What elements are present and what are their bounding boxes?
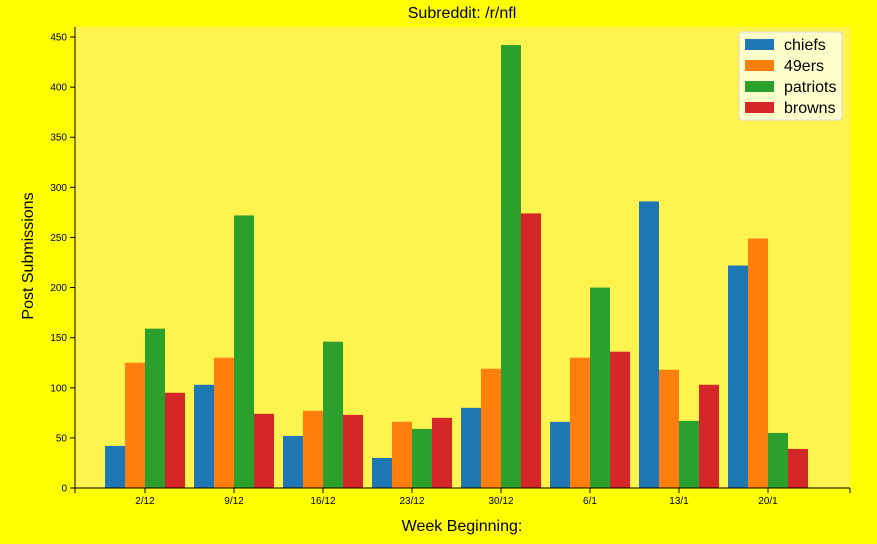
y-tick-label: 150 xyxy=(50,333,67,344)
bar-49ers-23-12 xyxy=(392,421,412,488)
y-axis: 0 50 100 150 200 250 300 350 400 450 xyxy=(50,27,76,495)
x-tick-label: 23/12 xyxy=(399,496,424,507)
x-tick-label: 13/1 xyxy=(669,496,689,507)
bar-chiefs-16-12 xyxy=(283,435,303,488)
legend-swatch-browns xyxy=(745,102,774,113)
bar-chiefs-2-12 xyxy=(105,445,125,488)
legend-label-browns: browns xyxy=(784,100,836,117)
y-tick-label: 250 xyxy=(50,233,67,244)
bar-patriots-30-12 xyxy=(501,45,521,489)
bar-browns-6-1 xyxy=(610,351,630,488)
y-tick-label: 450 xyxy=(50,33,67,44)
legend-swatch-chiefs xyxy=(745,39,774,50)
bar-49ers-2-12 xyxy=(125,362,145,488)
y-tick-label: 300 xyxy=(50,183,67,194)
bar-49ers-16-12 xyxy=(303,410,323,488)
bars-group xyxy=(105,45,808,489)
bar-49ers-13-1 xyxy=(659,369,679,488)
y-tick-label: 0 xyxy=(61,484,67,495)
legend: chiefs 49ers patriots browns xyxy=(738,31,843,121)
y-tick-label: 350 xyxy=(50,133,67,144)
bar-chiefs-20-1 xyxy=(728,265,748,488)
bar-chiefs-6-1 xyxy=(550,421,570,488)
bar-patriots-13-1 xyxy=(679,420,699,488)
bar-browns-2-12 xyxy=(165,392,185,488)
x-tick-label: 30/12 xyxy=(488,496,513,507)
bar-patriots-2-12 xyxy=(145,328,165,488)
legend-swatch-patriots xyxy=(745,81,774,92)
bar-patriots-9-12 xyxy=(234,215,254,488)
legend-box xyxy=(738,31,843,121)
x-tick-label: 16/12 xyxy=(310,496,335,507)
y-tick-label: 200 xyxy=(50,283,67,294)
bar-chiefs-9-12 xyxy=(194,384,214,488)
y-tick-label: 50 xyxy=(56,433,68,444)
x-axis: 2/12 9/12 16/12 23/12 30/12 6/1 13/1 20/1 xyxy=(74,487,851,507)
y-axis-label: Post Submissions xyxy=(20,192,37,319)
bar-patriots-23-12 xyxy=(412,428,432,488)
y-tick-label: 100 xyxy=(50,383,67,394)
bar-chiefs-23-12 xyxy=(372,457,392,488)
bar-browns-16-12 xyxy=(343,414,363,488)
bar-browns-13-1 xyxy=(699,384,719,488)
x-axis-label: Week Beginning: xyxy=(402,518,523,535)
bar-patriots-6-1 xyxy=(590,287,610,488)
bar-49ers-6-1 xyxy=(570,357,590,488)
bar-chiefs-30-12 xyxy=(461,407,481,488)
legend-label-patriots: patriots xyxy=(784,79,836,96)
x-tick-label: 6/1 xyxy=(583,496,597,507)
x-tick-label: 9/12 xyxy=(224,496,244,507)
bar-patriots-16-12 xyxy=(323,341,343,488)
y-tick-label: 400 xyxy=(50,83,67,94)
bar-49ers-30-12 xyxy=(481,368,501,488)
bar-browns-9-12 xyxy=(254,413,274,488)
legend-swatch-49ers xyxy=(745,60,774,71)
bar-browns-23-12 xyxy=(432,417,452,488)
bar-browns-30-12 xyxy=(521,213,541,488)
bar-49ers-9-12 xyxy=(214,357,234,488)
legend-label-49ers: 49ers xyxy=(784,58,824,75)
bar-patriots-20-1 xyxy=(768,432,788,488)
legend-label-chiefs: chiefs xyxy=(784,37,826,54)
bar-browns-20-1 xyxy=(788,448,808,488)
bar-chiefs-13-1 xyxy=(639,201,659,488)
chart-title: Subreddit: /r/nfl xyxy=(408,5,517,22)
bar-49ers-20-1 xyxy=(748,238,768,488)
x-tick-label: 2/12 xyxy=(135,496,155,507)
x-tick-label: 20/1 xyxy=(758,496,778,507)
